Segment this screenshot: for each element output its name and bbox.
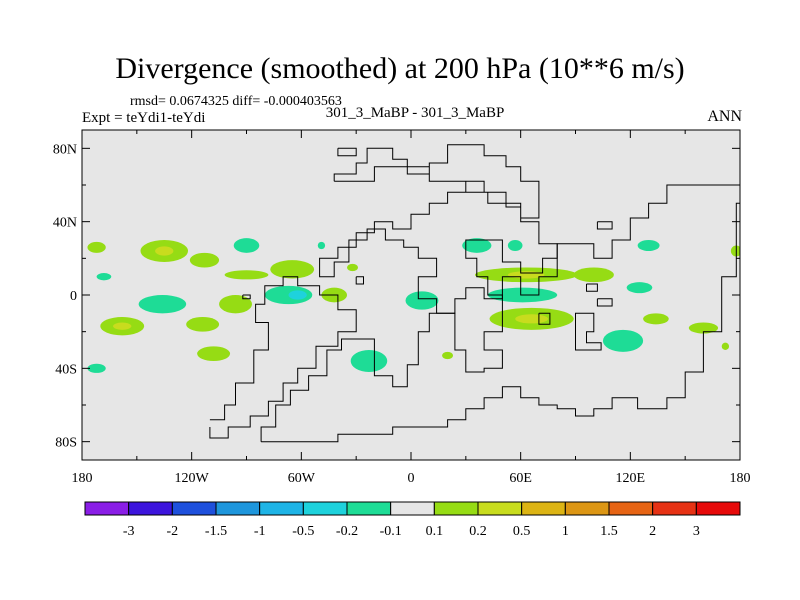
contour-blob-5 — [233, 238, 260, 253]
contour-blob-12 — [288, 290, 307, 300]
y-tick-label-2: 0 — [70, 289, 77, 304]
y-tick-label-1: 40N — [53, 216, 77, 231]
coastline-7 — [596, 298, 613, 307]
colorbar-label-2: -1.5 — [205, 524, 227, 539]
contour-blob-29 — [507, 240, 523, 251]
chart-subtitle: rmsd= 0.0674325 diff= -0.000403563 — [130, 94, 342, 109]
colorbar-box-11 — [564, 501, 610, 516]
colorbar-label-13: 3 — [693, 524, 700, 539]
contour-blob-0 — [87, 241, 106, 253]
continent-outline-layer — [209, 144, 740, 443]
coastline-0 — [209, 276, 357, 439]
colorbar-box-9 — [477, 501, 523, 516]
period-label: ANN — [707, 108, 742, 125]
colorbar-box-1 — [128, 501, 173, 516]
contour-blob-24 — [573, 267, 614, 283]
contour-blob-15 — [113, 322, 132, 330]
colorbar: -3 -2 -1.5 -1 -0.5 -0.2 -0.1 0.1 0.2 0.5 1 1.5 2 3 — [84, 501, 741, 539]
contour-blob-19 — [350, 350, 388, 372]
contour-blob-7 — [224, 270, 269, 280]
contour-blob-37 — [317, 241, 326, 250]
coastline-10 — [337, 147, 357, 157]
colorbar-box-4 — [259, 501, 304, 516]
contour-blob-6 — [270, 260, 315, 279]
contour-blob-27 — [515, 314, 549, 324]
contour-blob-33 — [688, 322, 719, 334]
colorbar-label-0: -3 — [123, 524, 135, 539]
colorbar-box-14 — [695, 501, 741, 516]
colorbar-label-5: -0.2 — [336, 524, 358, 539]
contour-fill-layer — [87, 238, 740, 373]
x-tick-label-1: 120W — [175, 471, 210, 486]
colorbar-label-3: -1 — [254, 524, 266, 539]
y-tick-label-3: 40S — [55, 362, 77, 377]
contour-blob-2 — [155, 246, 174, 256]
colorbar-label-1: -2 — [166, 524, 178, 539]
colorbar-box-12 — [608, 501, 654, 516]
colorbar-label-11: 1.5 — [600, 524, 618, 539]
contour-blob-28 — [602, 329, 644, 352]
x-tick-label-0: 180 — [72, 471, 93, 486]
contour-blob-10 — [219, 295, 252, 314]
contour-blob-4 — [96, 273, 112, 281]
contour-blob-3 — [189, 252, 220, 268]
experiment-label: Expt = teYdi1-teYdi — [82, 110, 206, 126]
y-tick-label-0: 80N — [53, 142, 77, 157]
colorbar-label-10: 1 — [562, 524, 569, 539]
contour-blob-31 — [626, 282, 653, 294]
contour-blob-17 — [197, 346, 231, 361]
case-label: 301_3_MaBP - 301_3_MaBP — [325, 105, 505, 121]
x-tick-label-3: 0 — [408, 471, 415, 486]
colorbar-box-0 — [84, 501, 130, 516]
colorbar-box-5 — [302, 501, 348, 516]
coastline-2 — [319, 144, 558, 314]
colorbar-label-8: 0.2 — [469, 524, 487, 539]
colorbar-label-12: 2 — [649, 524, 656, 539]
coastline-8 — [586, 283, 598, 292]
colorbar-label-9: 0.5 — [513, 524, 531, 539]
x-tick-label-6: 180 — [730, 471, 751, 486]
contour-blob-18 — [87, 363, 106, 373]
colorbar-box-13 — [652, 501, 697, 516]
contour-blob-16 — [186, 317, 220, 332]
coastline-6 — [538, 312, 551, 325]
x-tick-label-5: 120E — [616, 471, 646, 486]
colorbar-box-8 — [433, 501, 479, 516]
chart-title: Divergence (smoothed) at 200 hPa (10**6 … — [115, 52, 685, 85]
colorbar-label-7: 0.1 — [426, 524, 444, 539]
colorbar-label-4: -0.5 — [292, 524, 314, 539]
colorbar-box-10 — [521, 501, 566, 516]
y-tick-label-4: 80S — [55, 436, 77, 451]
x-tick-label-4: 60E — [509, 471, 532, 486]
axes: 180 120W 60W 0 60E 120E 180 80N 40N 0 40S 80S — [53, 130, 751, 486]
coastline-9 — [596, 221, 613, 230]
contour-blob-35 — [442, 351, 454, 360]
contour-blob-9 — [138, 295, 187, 314]
coastline-3 — [575, 312, 602, 351]
coastline-4 — [242, 294, 251, 300]
colorbar-label-6: -0.1 — [380, 524, 402, 539]
colorbar-box-3 — [215, 501, 261, 516]
contour-blob-30 — [637, 240, 660, 251]
contour-blob-8 — [347, 263, 358, 272]
coastline-1 — [260, 184, 740, 443]
coastline-5 — [355, 276, 364, 285]
colorbar-box-2 — [171, 501, 217, 516]
colorbar-box-7 — [390, 501, 435, 516]
contour-blob-34 — [730, 245, 740, 257]
contour-blob-36 — [721, 342, 730, 351]
contour-blob-32 — [643, 313, 669, 325]
contour-blob-20 — [405, 291, 439, 310]
contour-blob-21 — [462, 238, 492, 253]
x-tick-label-2: 60W — [288, 471, 316, 486]
colorbar-box-6 — [346, 501, 392, 516]
